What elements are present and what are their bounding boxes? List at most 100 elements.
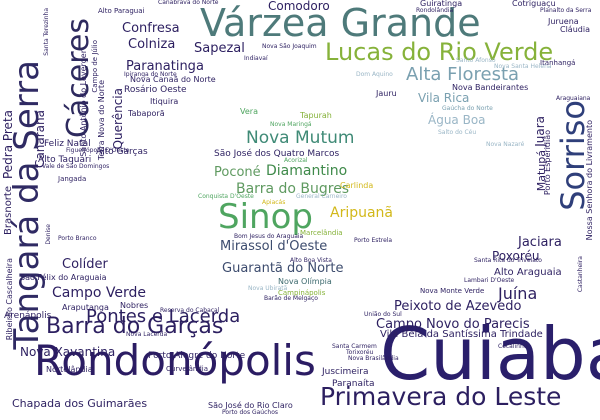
word-nobres: Nobres bbox=[120, 301, 149, 310]
word-sinop: Sinop bbox=[218, 197, 313, 237]
word-barra-do-bugres: Barra do Bugres bbox=[236, 181, 350, 197]
word-guaranta-do-norte: Guarantã do Norte bbox=[222, 261, 344, 276]
word-ribeirao-cascalheira: Ribeirão Cascalheira bbox=[5, 258, 14, 341]
word-sapezal: Sapezal bbox=[194, 41, 245, 56]
word-santo-antonio-leverger: Santo Antônio do Leverger bbox=[79, 50, 88, 157]
word-nortelandia: Nortelândia bbox=[46, 365, 93, 374]
word-agua-boa: Água Boa bbox=[428, 113, 486, 127]
word-alto-garcas: Alto Garças bbox=[96, 147, 148, 157]
word-denise: Denise bbox=[45, 224, 52, 245]
word-santa-rita-trivelato: Santa Rita do Trivelato bbox=[474, 257, 542, 264]
word-rondonopolis: Rondonópolis bbox=[34, 336, 316, 385]
word-nova-xavantina: Nova Xavantina bbox=[20, 345, 116, 359]
word-acorizal: Acorizal bbox=[284, 157, 308, 164]
word-porto-alegre-norte: Porto Alegre do Norte bbox=[148, 351, 246, 361]
word-itanhanga: Itanhangá bbox=[540, 59, 576, 67]
word-vila-bela: Vila Bela da Santíssima Trindade bbox=[380, 329, 543, 340]
word-ipiranga-norte: Ipiranga do Norte bbox=[124, 71, 177, 78]
word-juruena: Juruena bbox=[548, 17, 579, 26]
word-primavera-do-leste: Primavera do Leste bbox=[320, 382, 562, 411]
word-pedra-preta: Pedra Preta bbox=[1, 110, 15, 180]
word-jangada: Jangada bbox=[58, 175, 87, 183]
word-alta-floresta: Alta Floresta bbox=[406, 64, 520, 85]
word-feliz-natal: Feliz Natal bbox=[44, 139, 91, 149]
word-campo-novo-do-parecis: Campo Novo do Parecis bbox=[376, 317, 530, 332]
word-lucas-do-rio-verde: Lucas do Rio Verde bbox=[325, 38, 554, 66]
word-torixoreu: Torixoréu bbox=[346, 349, 374, 356]
word-tabapora: Tabaporã bbox=[128, 109, 165, 118]
word-nova-sao-joaquim: Nova São Joaquim bbox=[262, 43, 317, 50]
word-peixoto-de-azevedo: Peixoto de Azevedo bbox=[394, 299, 522, 314]
word-poxoreu: Poxoréu bbox=[492, 249, 540, 263]
word-alto-taquari: Alto Taquari bbox=[38, 155, 92, 165]
word-santo-afonso: Santo Afonso bbox=[456, 57, 496, 64]
word-nova-mutum: Nova Mutum bbox=[246, 128, 355, 148]
word-diamantino: Diamantino bbox=[266, 163, 348, 179]
word-figueiropolis: Figueirópolis D'Oeste bbox=[66, 147, 130, 154]
word-comodoro: Comodoro bbox=[268, 0, 330, 13]
word-araputanga: Araputanga bbox=[62, 303, 109, 312]
word-chapada-dos-guimaraes: Chapada dos Guimarães bbox=[12, 397, 148, 410]
word-nova-olimpia: Nova Olímpia bbox=[278, 277, 332, 286]
word-canabrava-norte: Canabrava do Norte bbox=[158, 0, 219, 6]
word-colniza: Colniza bbox=[128, 37, 176, 52]
word-jaciara: Jaciara bbox=[518, 235, 562, 250]
word-colider: Colíder bbox=[62, 257, 108, 272]
word-nova-santa-helena: Nova Santa Helena bbox=[494, 63, 552, 70]
word-conquista-doeste: Conquista D'Oeste bbox=[198, 193, 254, 200]
word-paranaita: Paranaíta bbox=[332, 379, 375, 389]
word-claudia: Cláudia bbox=[560, 25, 590, 34]
word-porto-esperidiao: Porto Esperidião bbox=[543, 130, 552, 196]
word-barao-melgaco: Barão de Melgaço bbox=[264, 295, 318, 302]
word-vale-sao-domingos: Vale de São Domingos bbox=[42, 163, 110, 170]
word-vila-rica: Vila Rica bbox=[418, 91, 470, 105]
word-aripuana: Aripuanã bbox=[330, 205, 394, 221]
word-santa-terezinha: Santa Terezinha bbox=[43, 8, 50, 56]
word-gaucha-norte: Gaúcha do Norte bbox=[442, 105, 493, 112]
word-vera: Vera bbox=[240, 107, 258, 116]
word-cocalinho: Cocalinho bbox=[498, 343, 528, 350]
word-nova-monte-verde: Nova Monte Verde bbox=[420, 287, 485, 295]
word-apiacas: Apiacás bbox=[262, 199, 286, 206]
word-tangara-da-serra: Tangará da Serra bbox=[7, 60, 47, 350]
word-sao-jose-quatro-marcos: São José dos Quatro Marcos bbox=[214, 149, 340, 159]
word-nova-nazare: Nova Nazaré bbox=[486, 141, 525, 148]
word-curvelandia: Curvelândia bbox=[166, 365, 208, 373]
word-alto-araguaia: Alto Araguaia bbox=[494, 267, 562, 278]
word-juscimeira: Juscimeira bbox=[322, 367, 369, 377]
word-paranatinga: Paranatinga bbox=[126, 59, 204, 74]
word-nova-maringa: Nova Maringá bbox=[270, 121, 312, 128]
word-tapurah: Tapurah bbox=[300, 111, 332, 120]
word-sao-jose-rio-claro: São José do Rio Claro bbox=[208, 401, 293, 410]
word-nova-ubirata: Nova Ubiratã bbox=[248, 285, 288, 292]
word-campo-verde: Campo Verde bbox=[52, 285, 147, 301]
word-cotriguacu: Cotriguaçu bbox=[512, 0, 556, 8]
word-barra-do-garcas: Barra do Garças bbox=[46, 314, 224, 339]
word-brasnorte: Brasnorte bbox=[3, 186, 14, 235]
word-guiratinga: Guiratinga bbox=[420, 0, 463, 8]
word-querencia: Querência bbox=[111, 88, 125, 150]
word-sao-felix-araguaia: São Félix do Araguaia bbox=[20, 273, 107, 282]
word-castanheira: Castanheira bbox=[577, 256, 584, 293]
word-rosario-oeste: Rosário Oeste bbox=[124, 85, 187, 95]
word-general-carneiro: General Carneiro bbox=[296, 193, 347, 200]
word-rondolandia: Rondolândia bbox=[416, 7, 454, 14]
word-alto-paraguai: Alto Paraguai bbox=[98, 7, 145, 15]
word-uniao-do-sul: União do Sul bbox=[364, 311, 402, 318]
word-nova-lacerda: Nova Lacerda bbox=[126, 331, 168, 338]
word-bom-jesus-araguaia: Bom Jesus do Araguaia bbox=[234, 233, 304, 240]
word-dom-aquino: Dom Aquino bbox=[356, 71, 393, 78]
word-salto-do-ceu: Salto do Céu bbox=[438, 129, 477, 136]
word-varzea-grande: Várzea Grande bbox=[200, 1, 481, 45]
word-cuiaba: Cuiabá bbox=[380, 312, 600, 396]
word-porto-dos-gauchos: Porto dos Gaúchos bbox=[222, 409, 279, 416]
word-porto-branco: Porto Branco bbox=[58, 235, 97, 242]
word-alto-boa-vista: Alto Boa Vista bbox=[290, 257, 332, 264]
word-pocone: Poconé bbox=[214, 165, 261, 180]
word-nossa-senhora-livramento: Nossa Senhora do Livramento bbox=[585, 120, 594, 241]
word-nova-brasilandia: Nova Brasilândia bbox=[348, 355, 399, 362]
word-campinapolis: Campinápolis bbox=[278, 289, 326, 297]
word-nova-canaa: Nova Canaã do Norte bbox=[130, 75, 216, 84]
word-mirassol-doeste: Mirassol d'Oeste bbox=[220, 239, 328, 254]
